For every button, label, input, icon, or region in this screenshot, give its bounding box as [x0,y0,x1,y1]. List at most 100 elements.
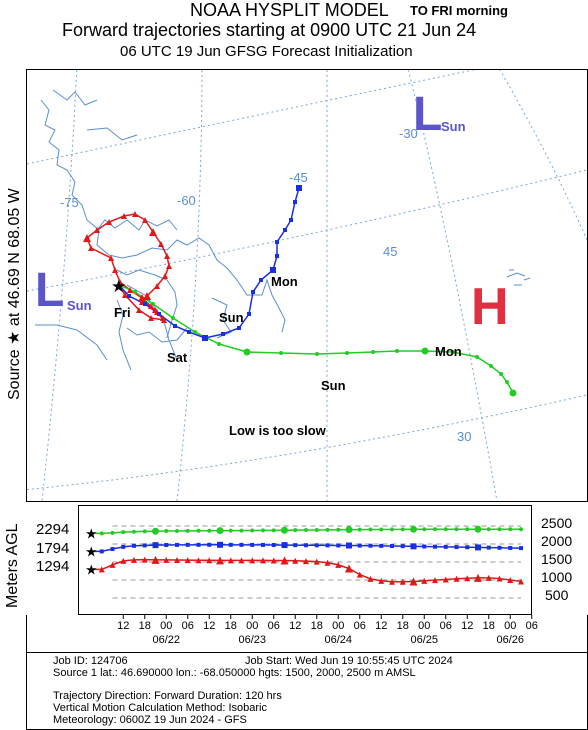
height-marker [443,527,448,532]
date-label: 06/22 [152,634,180,646]
start-height-2: 1794 [36,540,70,557]
time-tick-label: 12 [289,620,301,632]
map-marker [133,290,137,294]
height-marker [325,543,330,548]
time-tick-label: 18 [483,620,495,632]
map-marker [149,228,157,236]
height-marker [410,525,417,533]
map-marker [94,227,100,233]
height-marker [325,527,330,532]
time-tick-label: 06 [526,620,538,632]
map-marker [127,294,131,298]
height-marker [410,543,417,550]
map-marker [83,234,91,242]
map-marker [160,315,166,321]
height-marker [196,528,201,533]
height-marker [345,526,353,534]
height-marker [367,575,374,582]
height-chart: ★ ★ ★ [85,525,524,599]
height-marker [453,575,460,582]
height-marker [196,542,201,547]
map-marker [193,330,197,334]
height-marker [250,528,255,533]
vertical-motion: Vertical Motion Calculation Method: Isob… [53,702,267,714]
map-marker [148,315,154,321]
map-marker [509,389,517,397]
time-tick-label: 06 [440,620,452,632]
height-marker [443,544,448,549]
time-tick-label: 06 [354,620,366,632]
height-marker [261,528,265,533]
height-marker [99,531,104,536]
height-marker [207,542,212,547]
height-marker [465,527,470,532]
height-marker [336,543,341,548]
coastline [35,89,286,371]
height-marker [109,561,116,568]
time-tick-label: 18 [139,620,151,632]
small-islands [506,269,531,286]
map-marker [112,267,118,273]
label-fri: Fri [114,305,131,320]
map-marker [202,335,208,341]
height-marker [175,542,179,547]
height-marker [518,578,524,585]
start-height-1: 2294 [36,521,70,538]
height-marker [239,542,244,547]
height-marker [378,577,385,584]
date-label: 06/25 [410,634,438,646]
height-marker [121,544,126,549]
map-marker [289,218,293,222]
map-marker [251,290,255,294]
height-marker [174,557,180,564]
map-marker [221,332,225,336]
height-marker [357,543,362,548]
map-marker [270,267,276,273]
map-marker [117,279,123,285]
time-tick-label: 00 [246,620,258,632]
lon-label-4: -30 [399,126,418,141]
y-tick-label-2500: 2500 [541,515,573,531]
map-marker [247,312,251,316]
height-marker [217,541,223,548]
height-marker [422,527,427,532]
map-marker [106,219,112,225]
map-marker [293,200,297,204]
y-tick-label-1000: 1000 [541,569,573,585]
title-note: TO FRI morning [410,3,508,18]
source-side-label: Source ★ at 46.69 N 68.05 W [6,188,23,400]
height-marker [99,549,104,554]
y-tick-label-500: 500 [545,587,569,603]
height-marker [421,577,428,584]
map-marker [505,380,509,384]
time-tick-label: 18 [397,620,409,632]
height-marker [110,530,115,535]
height-marker [379,527,384,532]
height-marker [281,526,288,534]
time-axis-box: 12 18 00 06 12 18 00 06 12 18 00 06 12 18 00 06 12 18 00 06… [26,615,588,653]
footer-box: Job ID: 124706 Job Start: Wed Jun 19 10:… [26,652,588,730]
height-marker [152,527,159,535]
height-marker [132,529,136,534]
map-marker [132,211,138,217]
height-marker [432,577,438,584]
height-marker [464,575,471,582]
height-marker [132,543,136,548]
time-tick-label: 18 [311,620,323,632]
map-marker [451,350,455,354]
height-marker [390,544,394,549]
low-pressure-left: L [35,264,64,317]
job-start: Job Start: Wed Jun 19 10:55:45 UTC 2024 [245,655,453,667]
height-marker [270,557,277,564]
time-tick-label: 00 [418,620,430,632]
time-tick-label: 12 [461,620,473,632]
job-id: Job ID: 124706 [53,655,128,667]
map-marker [158,241,164,247]
height-marker [281,542,288,549]
title-line3: 06 UTC 19 Jun GFSG Forecast Initializati… [120,43,413,60]
height-marker [304,528,308,533]
height-marker [261,542,265,547]
source-info: Source 1 lat.: 46.690000 lon.: -68.05000… [53,667,416,679]
height-marker [185,542,190,547]
meteorology: Meteorology: 0600Z 19 Jun 2024 - GFS [53,714,247,726]
